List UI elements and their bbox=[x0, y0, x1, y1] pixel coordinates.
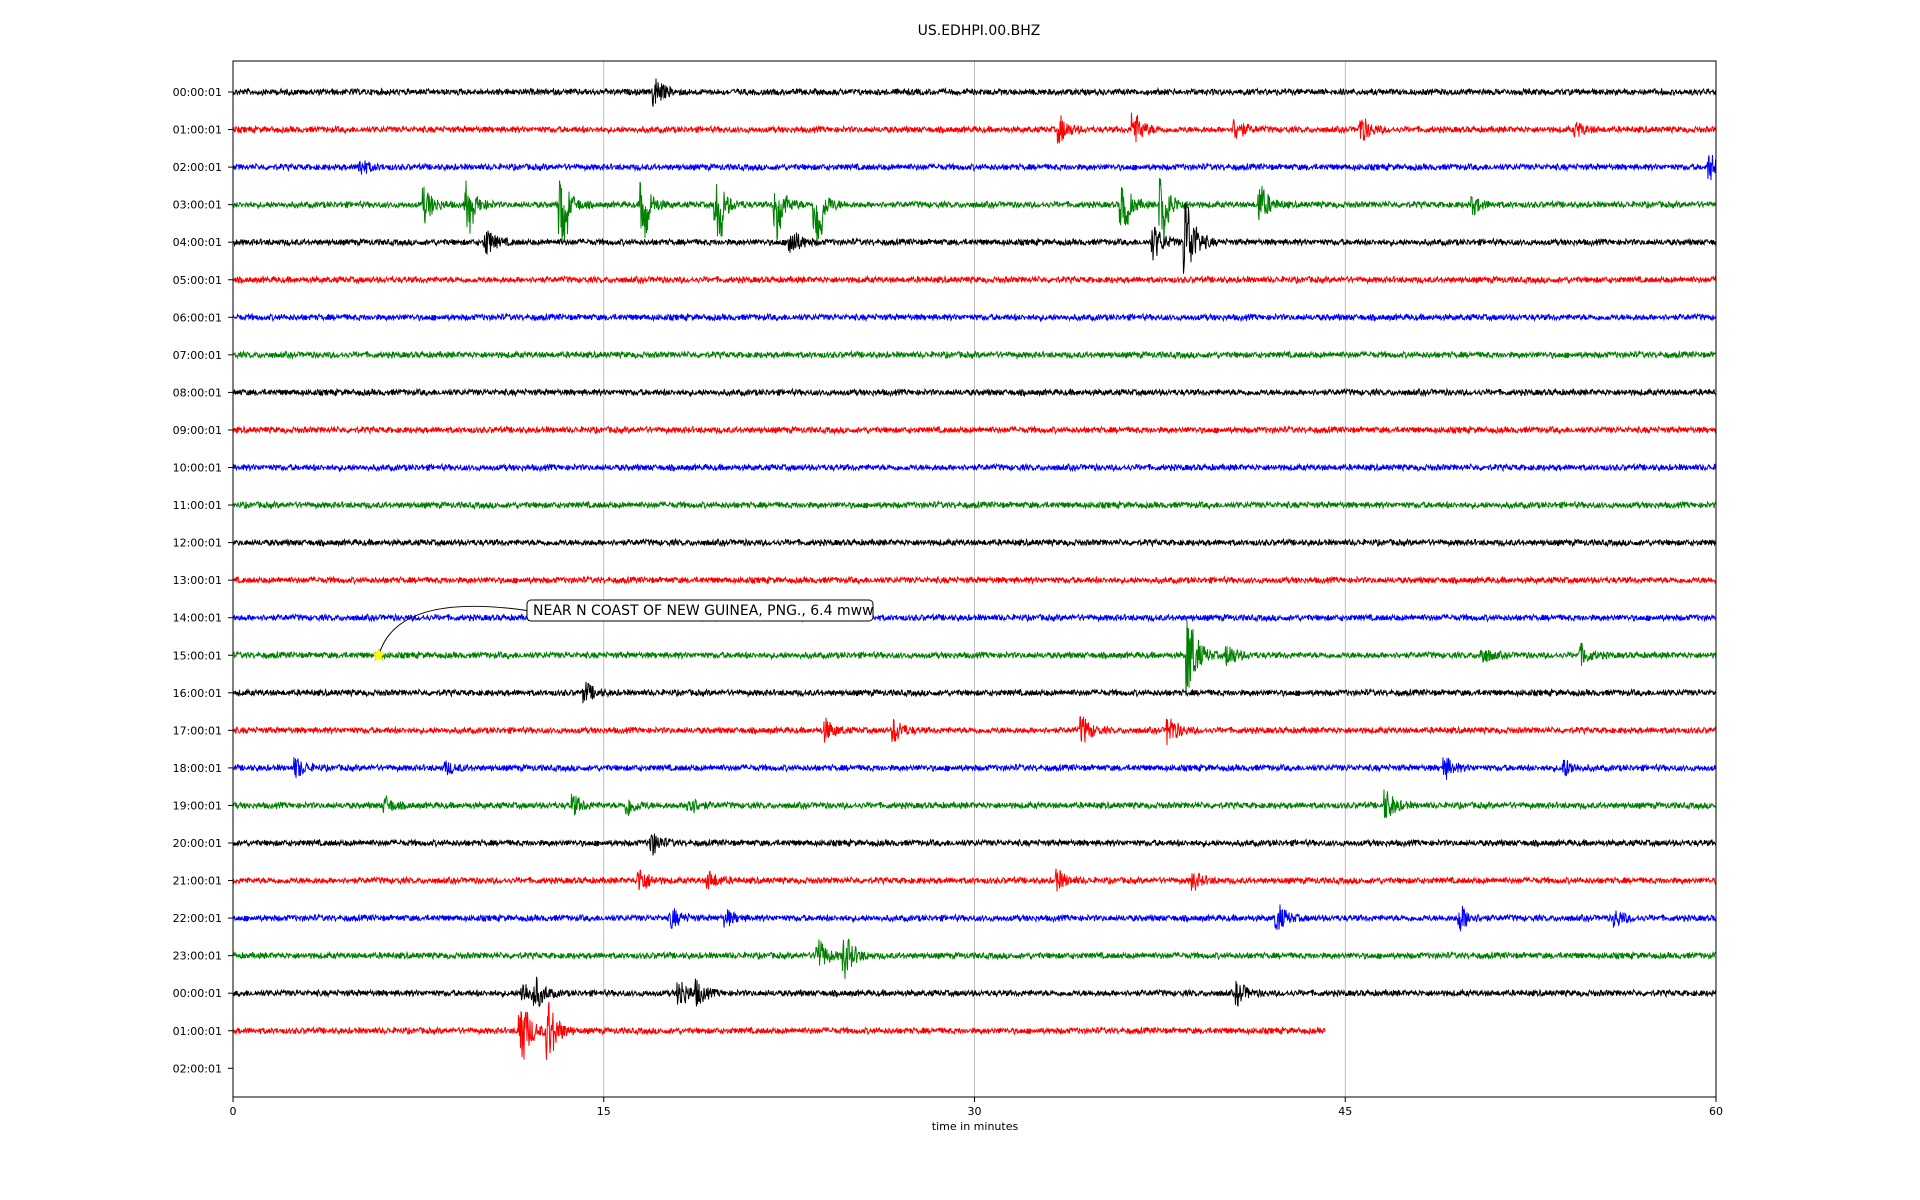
y-tick-label: 19:00:01 bbox=[173, 799, 222, 812]
trace-line bbox=[232, 833, 1717, 856]
y-tick-label: 01:00:01 bbox=[173, 1025, 222, 1038]
y-tick-label: 20:00:01 bbox=[173, 837, 222, 850]
y-tick-label: 12:00:01 bbox=[173, 537, 222, 550]
trace-line bbox=[232, 78, 1717, 107]
trace-line bbox=[232, 112, 1717, 144]
trace-line bbox=[232, 537, 1717, 548]
y-tick-label: 02:00:01 bbox=[173, 161, 222, 174]
trace-line bbox=[232, 938, 1717, 979]
y-tick-label: 14:00:01 bbox=[173, 612, 222, 625]
annotation-box bbox=[526, 599, 874, 622]
trace-line bbox=[232, 789, 1717, 819]
y-tick-labels: 00:00:01 01:00:01 02:00:01 03:00:01 04:00:01… bbox=[173, 86, 233, 1075]
annotation-arrow bbox=[378, 605, 528, 656]
y-tick-label: 02:00:01 bbox=[173, 1062, 222, 1075]
x-tick-label: 0 bbox=[230, 1105, 237, 1118]
event-star-icon bbox=[371, 647, 387, 662]
y-tick-label: 18:00:01 bbox=[173, 762, 222, 775]
trace-line bbox=[232, 757, 1717, 780]
y-tick-label: 23:00:01 bbox=[173, 950, 222, 963]
x-tick-label: 45 bbox=[1338, 1105, 1352, 1118]
trace-line bbox=[232, 154, 1717, 181]
x-tick-label: 60 bbox=[1709, 1105, 1723, 1118]
trace-line bbox=[232, 274, 1717, 285]
trace-line bbox=[232, 868, 1717, 892]
y-tick-label: 04:00:01 bbox=[173, 236, 222, 249]
y-tick-label: 08:00:01 bbox=[173, 386, 222, 399]
y-tick-label: 13:00:01 bbox=[173, 574, 222, 587]
trace-line bbox=[232, 462, 1717, 473]
x-axis-label: time in minutes bbox=[932, 1120, 1019, 1133]
trace-line bbox=[232, 1001, 1326, 1060]
y-tick-label: 06:00:01 bbox=[173, 311, 222, 324]
trace-line bbox=[232, 904, 1717, 932]
y-tick-label: 05:00:01 bbox=[173, 274, 222, 287]
x-tick-labels: 0 15 30 45 60 bbox=[230, 1097, 1723, 1118]
y-tick-label: 03:00:01 bbox=[173, 199, 222, 212]
y-tick-label: 11:00:01 bbox=[173, 499, 222, 512]
y-tick-label: 10:00:01 bbox=[173, 462, 222, 475]
x-tick-label: 15 bbox=[597, 1105, 611, 1118]
y-tick-label: 17:00:01 bbox=[173, 724, 222, 737]
trace-line bbox=[232, 178, 1717, 247]
y-tick-label: 01:00:01 bbox=[173, 124, 222, 137]
trace-line bbox=[232, 976, 1717, 1008]
y-tick-label: 21:00:01 bbox=[173, 875, 222, 888]
trace-line bbox=[232, 204, 1717, 274]
chart-title: US.EDHPI.00.BHZ bbox=[918, 23, 1041, 39]
trace-line bbox=[232, 575, 1717, 586]
annotation-layer: NEAR N COAST OF NEW GUINEA, PNG., 6.4 mw… bbox=[371, 599, 874, 662]
trace-line bbox=[232, 424, 1717, 436]
y-tick-label: 16:00:01 bbox=[173, 687, 222, 700]
y-tick-label: 22:00:01 bbox=[173, 912, 222, 925]
trace-line bbox=[232, 500, 1717, 511]
trace-line bbox=[232, 387, 1717, 398]
y-tick-label: 00:00:01 bbox=[173, 987, 222, 1000]
y-tick-label: 09:00:01 bbox=[173, 424, 222, 437]
trace-line bbox=[232, 620, 1717, 696]
x-tick-label: 30 bbox=[968, 1105, 982, 1118]
trace-line bbox=[232, 312, 1717, 323]
y-tick-label: 00:00:01 bbox=[173, 86, 222, 99]
trace-line bbox=[232, 612, 1717, 623]
trace-line bbox=[232, 681, 1717, 704]
y-tick-label: 07:00:01 bbox=[173, 349, 222, 362]
annotation-label: NEAR N COAST OF NEW GUINEA, PNG., 6.4 mw… bbox=[533, 603, 874, 619]
trace-layer bbox=[232, 78, 1717, 1060]
trace-line bbox=[232, 349, 1717, 360]
y-tick-label: 15:00:01 bbox=[173, 649, 222, 662]
trace-line bbox=[232, 716, 1717, 746]
